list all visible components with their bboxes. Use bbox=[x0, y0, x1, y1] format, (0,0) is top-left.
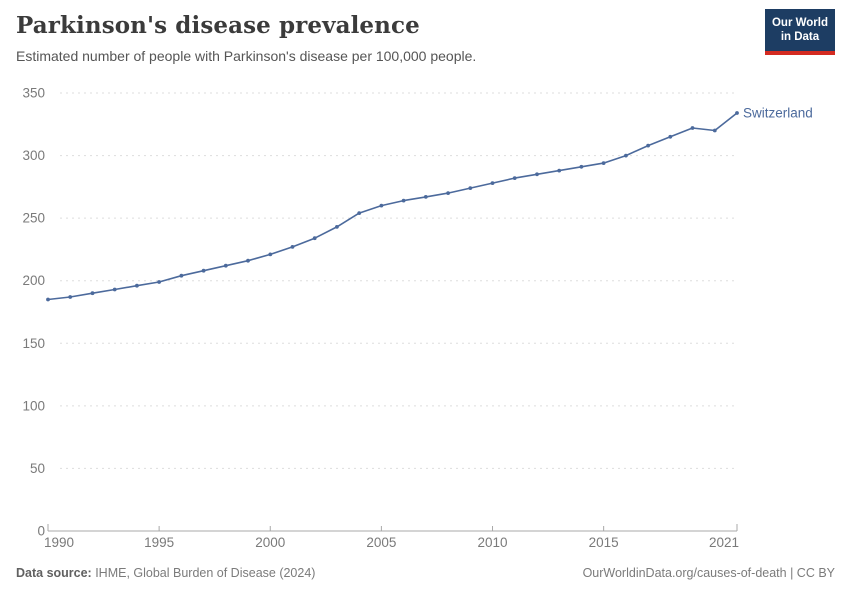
data-point-marker[interactable] bbox=[357, 211, 362, 216]
series-entity-label[interactable]: Switzerland bbox=[743, 106, 813, 121]
data-point-marker[interactable] bbox=[223, 263, 228, 268]
data-point-marker[interactable] bbox=[335, 225, 339, 229]
data-point-marker[interactable] bbox=[201, 268, 206, 273]
data-point-marker[interactable] bbox=[512, 176, 517, 181]
data-source-label: Data source: bbox=[16, 566, 92, 580]
y-axis-tick-label: 300 bbox=[22, 148, 45, 163]
data-point-marker[interactable] bbox=[135, 283, 139, 288]
data-source-text: IHME, Global Burden of Disease (2024) bbox=[91, 566, 316, 580]
data-point-marker[interactable] bbox=[423, 195, 428, 199]
data-point-marker[interactable] bbox=[446, 191, 450, 196]
x-axis-tick-label: 2000 bbox=[255, 535, 285, 550]
data-point-marker[interactable] bbox=[157, 280, 162, 284]
data-point-marker[interactable] bbox=[579, 164, 584, 169]
y-axis-tick-label: 350 bbox=[22, 86, 45, 101]
y-axis-tick-label: 0 bbox=[37, 524, 45, 539]
data-point-marker[interactable] bbox=[668, 134, 673, 139]
chart-title: Parkinson's disease prevalence bbox=[16, 12, 420, 39]
chart-subtitle: Estimated number of people with Parkinso… bbox=[16, 48, 477, 64]
data-point-marker[interactable] bbox=[268, 252, 273, 257]
x-axis-tick-label: 1995 bbox=[144, 535, 174, 550]
data-point-marker[interactable] bbox=[90, 291, 95, 296]
data-point-marker[interactable] bbox=[712, 128, 717, 133]
data-point-marker[interactable] bbox=[312, 236, 317, 241]
data-point-marker[interactable] bbox=[112, 287, 117, 292]
chart-footer: Data source: IHME, Global Burden of Dise… bbox=[16, 566, 835, 580]
data-point-marker[interactable] bbox=[290, 245, 295, 249]
data-point-marker[interactable] bbox=[46, 297, 50, 302]
data-source: Data source: IHME, Global Burden of Dise… bbox=[16, 566, 315, 580]
series-line-switzerland[interactable] bbox=[47, 112, 738, 301]
y-axis-tick-label: 200 bbox=[22, 273, 45, 288]
y-axis-tick-label: 50 bbox=[30, 461, 45, 476]
data-point-marker[interactable] bbox=[601, 161, 606, 166]
x-axis-tick-label: 2005 bbox=[366, 535, 396, 550]
owid-logo[interactable]: Our World in Data bbox=[764, 9, 835, 55]
data-point-marker[interactable] bbox=[690, 126, 695, 130]
data-point-marker[interactable] bbox=[246, 258, 250, 263]
y-axis-tick-label: 100 bbox=[22, 398, 45, 413]
x-axis-tick-label: 2021 bbox=[709, 535, 739, 550]
x-axis-tick-label: 2015 bbox=[589, 535, 619, 550]
data-point-marker[interactable] bbox=[379, 203, 384, 208]
data-point-marker[interactable] bbox=[68, 295, 73, 299]
y-axis-tick-label: 150 bbox=[22, 336, 45, 351]
data-point-marker[interactable] bbox=[179, 273, 184, 278]
data-point-marker[interactable] bbox=[401, 198, 406, 203]
owid-citation-link[interactable]: OurWorldinData.org/causes-of-death | CC … bbox=[582, 566, 835, 580]
data-point-marker[interactable] bbox=[535, 172, 539, 177]
data-point-marker[interactable] bbox=[735, 111, 739, 115]
owid-logo-line1: Our World bbox=[771, 17, 828, 29]
x-axis-tick-label: 1990 bbox=[44, 535, 74, 550]
data-point-marker[interactable] bbox=[557, 168, 562, 173]
data-point-marker[interactable] bbox=[490, 181, 495, 186]
chart-header: Parkinson's disease prevalence Estimated… bbox=[16, 12, 760, 64]
y-axis-tick-label: 250 bbox=[22, 211, 45, 226]
data-point-marker[interactable] bbox=[624, 153, 628, 158]
data-point-marker[interactable] bbox=[468, 186, 473, 191]
x-axis-tick-label: 2010 bbox=[477, 535, 507, 550]
owid-logo-line2: in Data bbox=[780, 31, 820, 44]
data-point-marker[interactable] bbox=[646, 143, 650, 148]
